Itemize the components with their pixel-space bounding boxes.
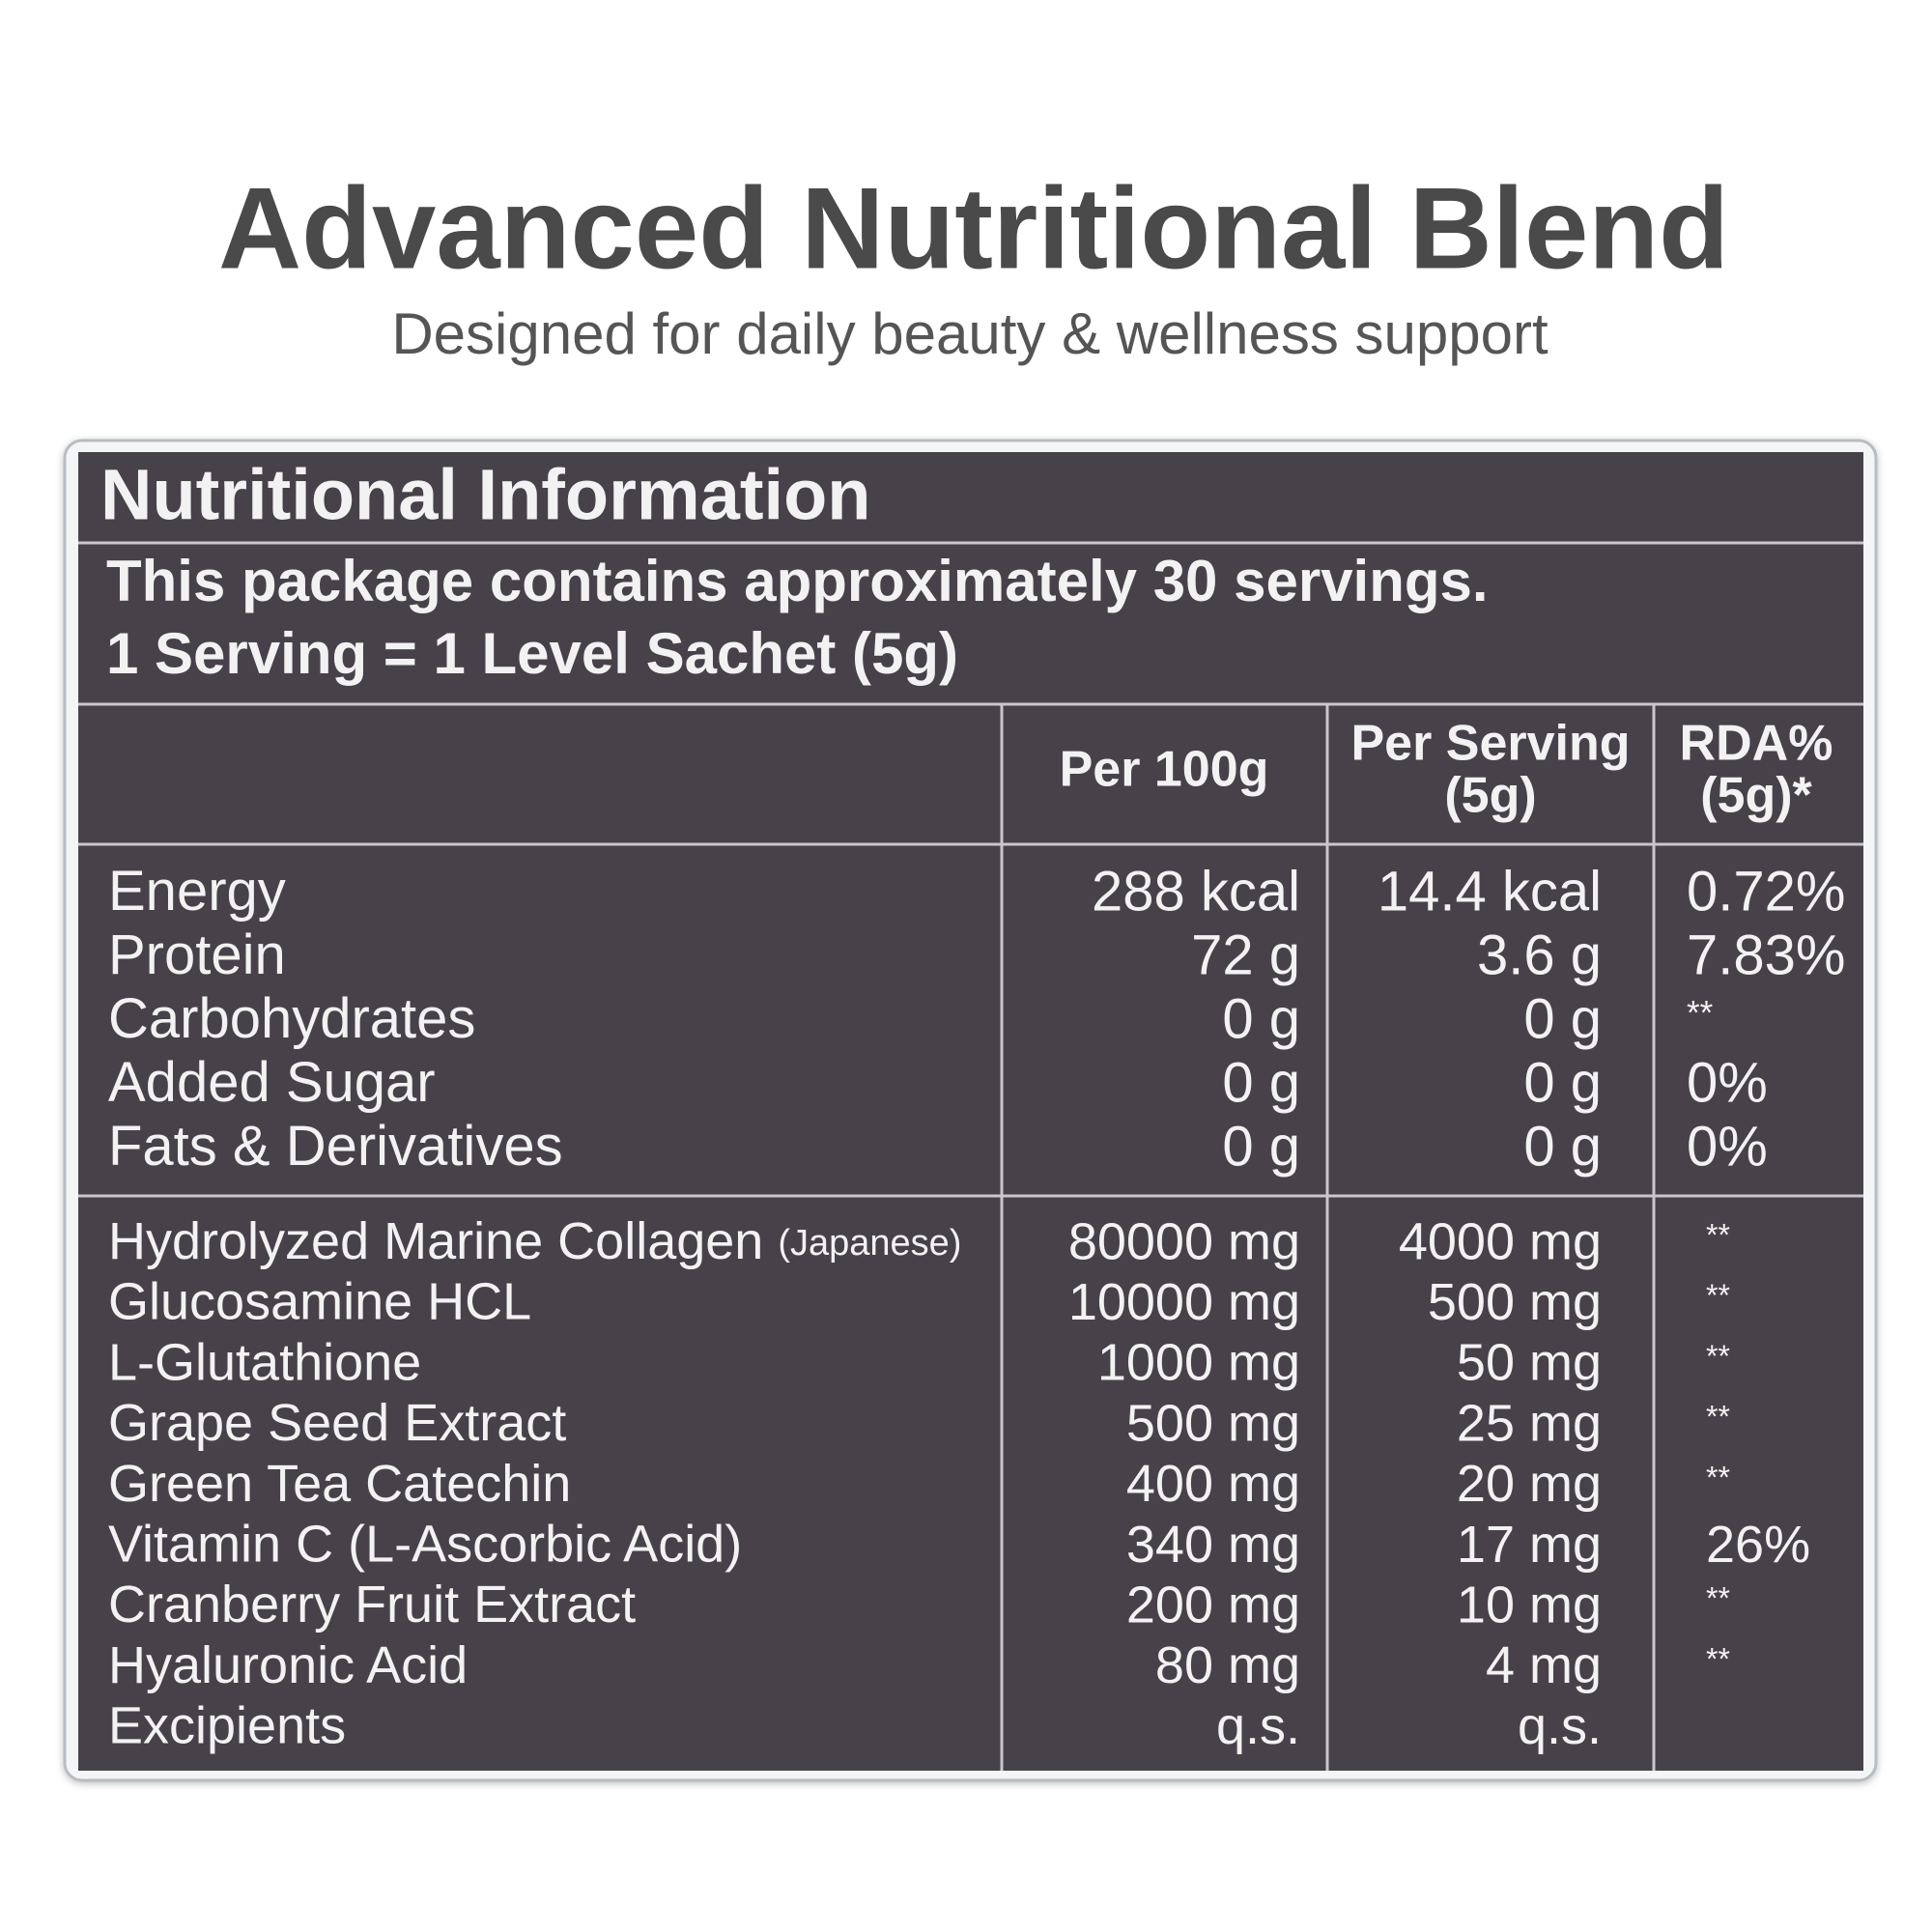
rda: 0%	[1687, 1051, 1768, 1114]
per-serving: 17 mg	[1457, 1516, 1602, 1574]
row-name-text: Carbohydrates	[108, 987, 475, 1050]
column-header: (5g)	[1444, 768, 1536, 824]
per-100g: 500 mg	[1126, 1394, 1300, 1452]
rda: 0%	[1687, 1115, 1768, 1178]
per-serving: 25 mg	[1457, 1394, 1602, 1452]
row-name: Protein	[108, 923, 286, 986]
column-header: Per Serving	[1350, 716, 1630, 772]
row-name: Hyaluronic Acid	[108, 1636, 468, 1694]
row-name: Vitamin C (L-Ascorbic Acid)	[108, 1516, 742, 1574]
per-serving: 4 mg	[1486, 1636, 1602, 1694]
row-name: Added Sugar	[108, 1051, 436, 1114]
rda: **	[1706, 1278, 1730, 1313]
rules	[78, 541, 1863, 1771]
servings-line: 1 Serving = 1 Level Sachet (5g)	[106, 621, 958, 686]
row-name: Energy	[108, 860, 286, 923]
row-name-text: Cranberry Fruit Extract	[108, 1576, 636, 1634]
servings-line: This package contains approximately 30 s…	[106, 549, 1489, 613]
subtitle: Designed for daily beauty & wellness sup…	[391, 301, 1548, 366]
per-100g: 1000 mg	[1097, 1334, 1300, 1392]
row-name-text: Hydrolyzed Marine Collagen	[108, 1212, 763, 1270]
per-100g: 288 kcal	[1092, 860, 1300, 923]
per-100g: 10000 mg	[1068, 1273, 1300, 1331]
rda: 0.72%	[1687, 860, 1845, 923]
row-name-text: Added Sugar	[108, 1051, 436, 1114]
per-100g: 80000 mg	[1068, 1212, 1300, 1270]
row-name: Cranberry Fruit Extract	[108, 1576, 636, 1634]
column-header: RDA%	[1680, 716, 1833, 772]
row-name-text: Protein	[108, 923, 286, 986]
row-name-text: L-Glutathione	[108, 1334, 421, 1392]
title: Advanced Nutritional Blend	[218, 164, 1729, 294]
panel-heading: Nutritional Information	[100, 455, 871, 535]
per-serving: 50 mg	[1457, 1334, 1602, 1392]
rda: **	[1706, 1460, 1730, 1494]
row-name-text: Green Tea Catechin	[108, 1455, 571, 1513]
per-serving: 14.4 kcal	[1378, 860, 1602, 923]
column-header: (5g)*	[1700, 768, 1812, 824]
per-serving: 500 mg	[1428, 1273, 1602, 1331]
row-name-text: Energy	[108, 860, 286, 923]
rda: **	[1687, 994, 1714, 1032]
row-name: Green Tea Catechin	[108, 1455, 571, 1513]
per-serving: 10 mg	[1457, 1576, 1602, 1634]
per-serving: 4000 mg	[1399, 1212, 1602, 1270]
row-name-text: Grape Seed Extract	[108, 1394, 566, 1452]
row-name-text: Hyaluronic Acid	[108, 1636, 468, 1694]
row-name-text: Vitamin C (L-Ascorbic Acid)	[108, 1516, 742, 1574]
per-100g: 0 g	[1222, 987, 1300, 1050]
per-100g: q.s.	[1216, 1697, 1300, 1755]
rda: **	[1706, 1217, 1730, 1252]
per-serving: q.s.	[1518, 1697, 1602, 1755]
per-serving: 0 g	[1523, 1115, 1602, 1178]
per-serving: 0 g	[1523, 987, 1602, 1050]
per-serving: 0 g	[1523, 1051, 1602, 1114]
per-100g: 80 mg	[1155, 1636, 1300, 1694]
row-name: Carbohydrates	[108, 987, 475, 1050]
column-header: Per 100g	[1060, 742, 1269, 798]
rda: 7.83%	[1687, 923, 1845, 986]
row-name-text: Glucosamine HCL	[108, 1273, 531, 1331]
per-100g: 400 mg	[1126, 1455, 1300, 1513]
rda: **	[1706, 1581, 1730, 1616]
table-body: Per 100g Per Serving(5g) RDA%(5g)* Energy 28…	[108, 716, 1845, 1755]
rda: **	[1706, 1339, 1730, 1374]
row-name: Excipients	[108, 1697, 346, 1755]
row-name: Fats & Derivatives	[108, 1115, 563, 1178]
row-name: Grape Seed Extract	[108, 1394, 566, 1452]
row-name-text: Fats & Derivatives	[108, 1115, 563, 1178]
row-note: (Japanese)	[778, 1223, 961, 1264]
row-name: Hydrolyzed Marine Collagen (Japanese)	[108, 1212, 961, 1270]
per-100g: 0 g	[1222, 1051, 1300, 1114]
rda: 26%	[1706, 1516, 1810, 1574]
row-name-text: Excipients	[108, 1697, 346, 1755]
per-serving: 3.6 g	[1477, 923, 1602, 986]
row-name: Glucosamine HCL	[108, 1273, 531, 1331]
rda: **	[1706, 1400, 1730, 1435]
per-serving: 20 mg	[1457, 1455, 1602, 1513]
panel	[78, 452, 1863, 1771]
per-100g: 72 g	[1191, 923, 1300, 986]
per-100g: 340 mg	[1126, 1516, 1300, 1574]
per-100g: 200 mg	[1126, 1576, 1300, 1634]
row-name: L-Glutathione	[108, 1334, 421, 1392]
rda: **	[1706, 1641, 1730, 1676]
per-100g: 0 g	[1222, 1115, 1300, 1178]
